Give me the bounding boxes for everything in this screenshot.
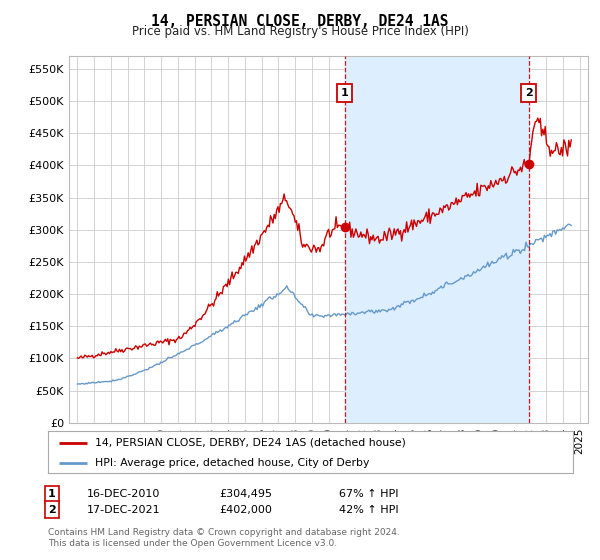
Text: 1: 1 [341, 88, 349, 97]
Text: 67% ↑ HPI: 67% ↑ HPI [339, 489, 398, 499]
Text: Price paid vs. HM Land Registry's House Price Index (HPI): Price paid vs. HM Land Registry's House … [131, 25, 469, 38]
Text: 2: 2 [48, 505, 56, 515]
Text: 2: 2 [525, 88, 533, 97]
Text: 14, PERSIAN CLOSE, DERBY, DE24 1AS (detached house): 14, PERSIAN CLOSE, DERBY, DE24 1AS (deta… [95, 438, 406, 448]
Text: HPI: Average price, detached house, City of Derby: HPI: Average price, detached house, City… [95, 458, 370, 468]
Text: 17-DEC-2021: 17-DEC-2021 [87, 505, 161, 515]
Text: 1: 1 [48, 489, 56, 499]
Text: 14, PERSIAN CLOSE, DERBY, DE24 1AS: 14, PERSIAN CLOSE, DERBY, DE24 1AS [151, 14, 449, 29]
Text: Contains HM Land Registry data © Crown copyright and database right 2024.
This d: Contains HM Land Registry data © Crown c… [48, 528, 400, 548]
Bar [344, 56, 529, 423]
Text: 16-DEC-2010: 16-DEC-2010 [87, 489, 160, 499]
Text: £304,495: £304,495 [219, 489, 272, 499]
Text: 42% ↑ HPI: 42% ↑ HPI [339, 505, 398, 515]
Text: £402,000: £402,000 [219, 505, 272, 515]
